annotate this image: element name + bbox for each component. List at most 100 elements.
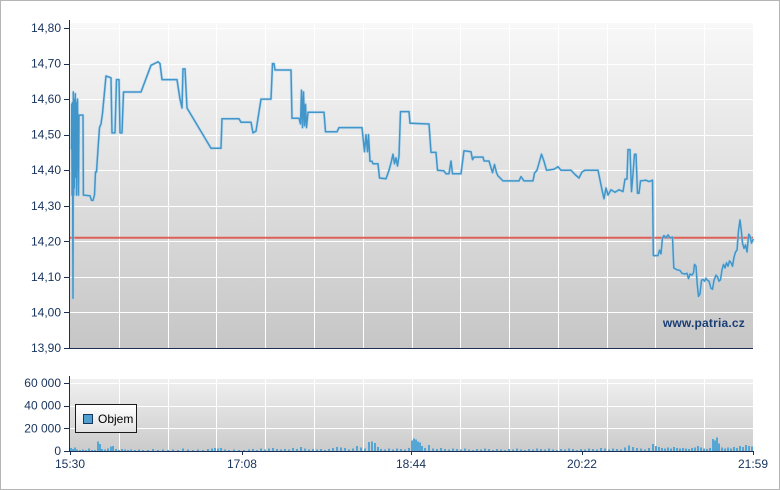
volume-axis-label: 20 000 xyxy=(24,421,61,435)
volume-bar xyxy=(388,448,390,451)
time-axis-label: 21:59 xyxy=(738,457,768,471)
price-axis-label: 14,80 xyxy=(31,21,61,35)
volume-bar xyxy=(484,448,486,451)
volume-axis-label: 0 xyxy=(54,444,61,458)
volume-bar xyxy=(648,448,650,451)
volume-bar xyxy=(612,448,614,451)
volume-bar xyxy=(432,448,434,451)
volume-bar xyxy=(576,449,578,451)
volume-bar xyxy=(714,440,716,451)
volume-bar xyxy=(572,449,574,451)
volume-bar xyxy=(396,448,398,451)
volume-bar xyxy=(721,447,723,451)
volume-bar xyxy=(472,449,474,451)
volume-bar xyxy=(742,447,744,451)
volume-bar xyxy=(344,447,346,451)
volume-bar xyxy=(596,449,598,451)
volume-bar xyxy=(679,448,681,451)
volume-bar xyxy=(187,449,189,451)
volume-bar xyxy=(304,448,306,451)
volume-bar xyxy=(300,447,302,451)
volume-bar xyxy=(716,437,718,451)
volume-bar xyxy=(392,449,394,451)
volume-bar xyxy=(292,448,294,451)
volume-bar xyxy=(413,438,415,451)
volume-bar xyxy=(694,447,696,451)
volume-bar xyxy=(718,443,720,451)
volume-bar xyxy=(94,450,96,451)
time-axis-label: 15:30 xyxy=(55,457,85,471)
volume-bar xyxy=(268,448,270,451)
volume-bar xyxy=(124,449,126,451)
volume-bar xyxy=(592,449,594,451)
volume-bar xyxy=(332,448,334,451)
price-axis-label: 14,50 xyxy=(31,128,61,142)
volume-bar xyxy=(264,449,266,451)
volume-bar xyxy=(374,443,376,451)
volume-bar xyxy=(272,447,274,451)
volume-bar xyxy=(504,449,506,451)
volume-bar xyxy=(340,447,342,451)
volume-bar xyxy=(377,447,379,451)
axis-labels: 14,80 14,70 14,60 14,50 14,40 14,30 14,20 14,10… xyxy=(24,21,768,471)
volume-bar xyxy=(624,447,626,451)
volume-bar xyxy=(167,450,169,451)
volume-bar xyxy=(688,449,690,451)
volume-bar xyxy=(520,449,522,451)
legend-marker-icon xyxy=(83,413,93,424)
volume-bar xyxy=(556,449,558,451)
volume-bar xyxy=(202,450,204,451)
volume-bar xyxy=(177,449,179,451)
price-axis-label: 14,20 xyxy=(31,234,61,248)
price-line xyxy=(70,61,754,299)
volume-bar xyxy=(739,446,741,451)
volume-bar xyxy=(644,449,646,451)
volume-bar xyxy=(224,449,226,451)
volume-bar xyxy=(667,447,669,451)
volume-bar xyxy=(580,448,582,451)
volume-bar xyxy=(736,447,738,451)
volume-bar xyxy=(70,448,72,451)
volume-bar xyxy=(74,447,76,451)
volume-bar xyxy=(632,446,634,451)
volume-bar xyxy=(448,449,450,451)
volume-bar xyxy=(280,449,282,451)
volume-bar xyxy=(436,449,438,451)
volume-bar xyxy=(452,448,454,451)
time-axis-label: 20:22 xyxy=(567,457,597,471)
volume-bar xyxy=(72,449,74,451)
volume-bar xyxy=(468,449,470,451)
volume-bar xyxy=(691,448,693,451)
volume-bar xyxy=(336,446,338,451)
volume-bar xyxy=(636,447,638,451)
volume-bar xyxy=(724,448,726,451)
volume-bar xyxy=(368,442,370,451)
volume-bar xyxy=(548,448,550,451)
volume-bar xyxy=(162,449,164,451)
volume-bar xyxy=(324,449,326,451)
volume-bar xyxy=(110,446,112,451)
volume-bar xyxy=(380,449,382,451)
volume-bar xyxy=(616,449,618,451)
volume-bar xyxy=(256,449,258,451)
volume-bar xyxy=(371,441,373,451)
volume-bar xyxy=(316,449,318,451)
volume-bar xyxy=(536,448,538,451)
volume-bar xyxy=(428,444,430,451)
volume-bar xyxy=(157,450,159,451)
volume-bar xyxy=(182,448,184,451)
volume-bar xyxy=(142,450,144,451)
volume-bar xyxy=(476,449,478,451)
volume-bar xyxy=(424,448,426,451)
volume-bar xyxy=(115,449,117,451)
volume-bar xyxy=(220,448,222,451)
volume-bar xyxy=(328,449,330,451)
volume-bar xyxy=(492,449,494,451)
volume-bar xyxy=(121,448,123,451)
volume-bar xyxy=(112,446,114,451)
volume-bar xyxy=(408,448,410,451)
volume-bar xyxy=(288,449,290,451)
volume-bar xyxy=(516,448,518,451)
volume-bar xyxy=(600,447,602,451)
